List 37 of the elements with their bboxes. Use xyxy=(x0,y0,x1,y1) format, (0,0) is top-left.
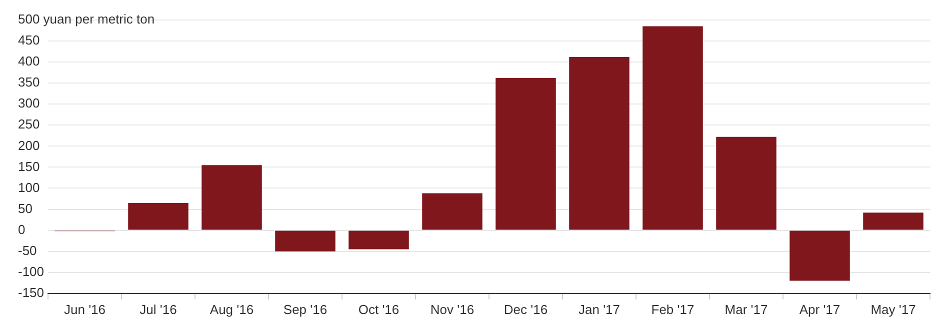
x-tick-label: Sep '16 xyxy=(283,302,328,317)
x-tick-label: Mar '17 xyxy=(724,302,768,317)
y-tick-label: 50 xyxy=(18,200,32,216)
y-tick-label: 350 xyxy=(18,74,40,90)
y-tick-label: -50 xyxy=(18,242,37,258)
y-tick-label: 400 xyxy=(18,54,40,69)
y-tick-label: 450 xyxy=(18,32,40,48)
x-tick-label: Jul '16 xyxy=(140,302,177,317)
y-tick-label: -100 xyxy=(18,264,44,279)
y-tick-label: 300 xyxy=(18,96,40,111)
x-tick-label: Jan '17 xyxy=(578,302,620,317)
bar xyxy=(348,230,409,250)
x-tick-label: Oct '16 xyxy=(358,302,400,317)
y-tick-label: 250 xyxy=(18,116,40,132)
bar xyxy=(128,202,188,230)
y-tick-label: 500 yuan per metric ton xyxy=(18,12,155,27)
bar xyxy=(496,78,556,230)
x-tick-label: May '17 xyxy=(870,302,916,317)
y-tick-label: -150 xyxy=(18,284,44,300)
y-tick-label: 150 xyxy=(18,158,40,174)
bar xyxy=(202,165,262,230)
bar xyxy=(422,193,482,230)
bar xyxy=(863,212,924,230)
x-tick-label: Jun '16 xyxy=(64,302,106,317)
x-tick-label: Feb '17 xyxy=(651,302,694,317)
y-tick-label: 100 xyxy=(18,180,40,195)
bar xyxy=(642,26,703,230)
bar xyxy=(569,57,630,230)
x-tick-label: Apr '17 xyxy=(799,302,840,317)
bar xyxy=(716,136,776,230)
y-tick-label: 0 xyxy=(18,222,26,237)
x-tick-label: Nov '16 xyxy=(430,302,474,317)
x-tick-label: Dec '16 xyxy=(504,302,548,317)
bar xyxy=(275,230,336,252)
bar xyxy=(790,230,850,281)
y-tick-label: 200 xyxy=(18,138,40,153)
x-tick-label: Aug '16 xyxy=(210,302,254,317)
